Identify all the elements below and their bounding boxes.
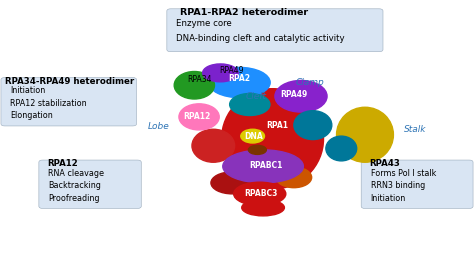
FancyBboxPatch shape xyxy=(361,160,473,208)
Ellipse shape xyxy=(174,72,214,99)
Text: RPA49: RPA49 xyxy=(219,66,244,75)
Text: RPA1-RPA2 heterodimer: RPA1-RPA2 heterodimer xyxy=(180,8,308,17)
Text: RPA34-RPA49 heterodimer: RPA34-RPA49 heterodimer xyxy=(5,77,134,86)
Text: RPA49: RPA49 xyxy=(280,90,308,99)
Ellipse shape xyxy=(202,64,238,82)
Text: Clamp: Clamp xyxy=(296,78,325,87)
Text: RPA12: RPA12 xyxy=(183,112,210,121)
Text: RPABC3: RPABC3 xyxy=(244,189,277,198)
Text: Initiation: Initiation xyxy=(371,194,406,203)
Text: Lobe: Lobe xyxy=(148,122,170,131)
Ellipse shape xyxy=(294,111,332,140)
Ellipse shape xyxy=(337,107,393,162)
Ellipse shape xyxy=(211,172,254,194)
Text: Enzyme core: Enzyme core xyxy=(176,19,232,28)
Ellipse shape xyxy=(275,80,327,112)
Text: RRN3 binding: RRN3 binding xyxy=(371,182,425,190)
Text: Backtracking: Backtracking xyxy=(48,182,101,190)
Ellipse shape xyxy=(179,104,219,130)
Ellipse shape xyxy=(248,145,266,155)
Ellipse shape xyxy=(326,136,356,161)
Ellipse shape xyxy=(242,199,284,216)
Ellipse shape xyxy=(221,89,323,189)
Text: Cleft: Cleft xyxy=(246,92,266,101)
Ellipse shape xyxy=(192,129,235,162)
Text: Stalk: Stalk xyxy=(403,125,426,134)
FancyBboxPatch shape xyxy=(39,160,141,208)
Text: RPA12: RPA12 xyxy=(47,160,78,169)
Text: RPA2: RPA2 xyxy=(228,74,250,83)
Text: Proofreading: Proofreading xyxy=(48,194,100,203)
Text: RPA43: RPA43 xyxy=(370,160,401,169)
Text: RPABC1: RPABC1 xyxy=(249,161,282,169)
Text: Elongation: Elongation xyxy=(10,111,53,120)
Text: Forms Pol I stalk: Forms Pol I stalk xyxy=(371,169,436,178)
Ellipse shape xyxy=(209,67,270,98)
Text: RPA12 stabilization: RPA12 stabilization xyxy=(10,99,87,108)
Ellipse shape xyxy=(234,182,286,206)
Text: RPA34: RPA34 xyxy=(187,75,212,84)
Ellipse shape xyxy=(276,167,311,188)
Text: DNA: DNA xyxy=(244,132,263,141)
FancyBboxPatch shape xyxy=(167,9,383,52)
Ellipse shape xyxy=(241,129,264,143)
Ellipse shape xyxy=(223,150,303,183)
Text: RPA1: RPA1 xyxy=(266,121,288,130)
Ellipse shape xyxy=(229,94,270,115)
FancyBboxPatch shape xyxy=(1,78,137,126)
Text: DNA-binding cleft and catalytic activity: DNA-binding cleft and catalytic activity xyxy=(176,34,345,43)
Text: RNA cleavage: RNA cleavage xyxy=(48,169,104,178)
Text: Initiation: Initiation xyxy=(10,86,46,95)
